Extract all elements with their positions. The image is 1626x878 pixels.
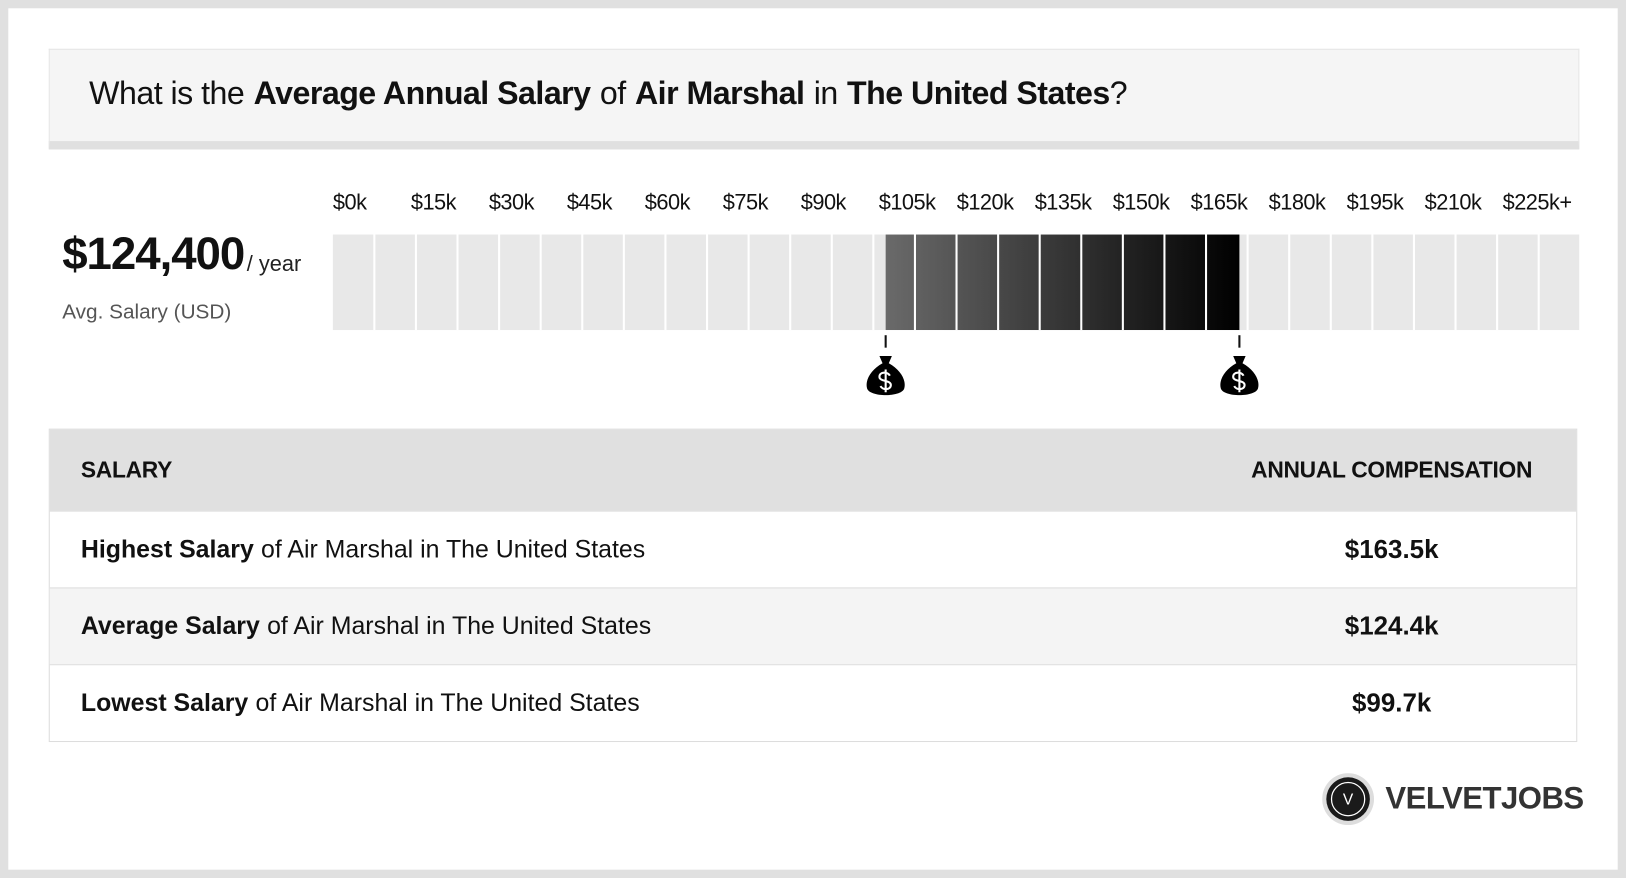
title-part: The United States: [847, 74, 1110, 112]
salary-range-bar: [332, 234, 1582, 396]
dollar-sign: [878, 369, 892, 393]
dollar-sign: [1232, 369, 1246, 393]
row-label-bold: Highest Salary: [80, 534, 254, 564]
row-label-bold: Lowest Salary: [80, 688, 249, 717]
table-row: Highest Salary of Air Marshal in The Unit…: [49, 510, 1577, 588]
table-header: SALARY ANNUAL COMPENSATION: [49, 429, 1577, 511]
title-part: in: [813, 74, 839, 112]
scale-tick-label: $90k: [800, 190, 847, 215]
row-label: Highest Salary of Air Marshal in The Unit…: [81, 535, 645, 564]
scale-tick-label: $225k+: [1502, 190, 1572, 215]
row-label-text: of Air Marshal in The United States: [267, 611, 652, 640]
salary-range: [885, 234, 1240, 331]
scale-tick-label: $75k: [722, 190, 769, 215]
logo-mark: V: [1343, 791, 1354, 808]
header-cell: ANNUAL COMPENSATION: [1251, 456, 1533, 483]
header: What is the Average Annual Salary of Air Ma…: [48, 48, 1580, 150]
scale-tick-label: $45k: [566, 190, 613, 215]
title-part: of: [599, 74, 626, 112]
title-part: ?: [1109, 74, 1128, 112]
scale-tick-label: $120k: [956, 190, 1014, 215]
scale-tick-label: $150k: [1112, 190, 1170, 215]
header-cell: SALARY: [80, 456, 172, 483]
scale-tick-label: $210k: [1424, 190, 1482, 215]
scale-tick-label: $195k: [1346, 190, 1404, 215]
scale-tick-label: $15k: [410, 190, 457, 215]
scale-tick-label: $180k: [1268, 190, 1326, 215]
scale-tick-label: $135k: [1034, 190, 1092, 215]
row-label: Average Salary of Air Marshal in The Unit…: [81, 612, 651, 641]
row-label: Lowest Salary of Air Marshal in The Unite…: [81, 689, 640, 718]
row-label-text: of Air Marshal in The United States: [261, 534, 646, 564]
table-row: Average Salary of Air Marshal in The Unit…: [49, 587, 1577, 665]
logo-icon: V: [1322, 773, 1375, 826]
row-value: $163.5k: [1344, 534, 1439, 564]
unit: / year: [246, 252, 302, 277]
title-part: Average Annual Salary: [253, 74, 591, 112]
title-part: What is the: [89, 74, 245, 112]
row-value: $124.4k: [1344, 611, 1439, 641]
scale-tick-label: $165k: [1190, 190, 1248, 215]
scale-tick-label: $105k: [878, 190, 936, 215]
row-label-text: of Air Marshal in The United States: [255, 688, 640, 717]
title-part: Air Marshal: [634, 74, 805, 112]
salary-table: SALARY ANNUAL COMPENSATION Highest Salary o…: [48, 428, 1578, 743]
range-marker: [1220, 335, 1259, 396]
row-value: $99.7k: [1352, 688, 1432, 718]
range-marker: [866, 335, 905, 396]
scale-tick-label: $30k: [488, 190, 535, 215]
scale-tick-label: $60k: [644, 190, 691, 215]
scale-tick-label: $0k: [332, 190, 367, 215]
title: What is the Average Annual Salary of Air Ma…: [89, 75, 1136, 112]
row-label-bold: Average Salary: [80, 611, 260, 640]
avg-salary: $124,400: [62, 228, 245, 280]
logo-name: VELVETJOBS: [1385, 781, 1584, 816]
table-row: Lowest Salary of Air Marshal in The Unite…: [49, 664, 1577, 741]
avg-label: Avg. Salary (USD): [62, 300, 232, 324]
